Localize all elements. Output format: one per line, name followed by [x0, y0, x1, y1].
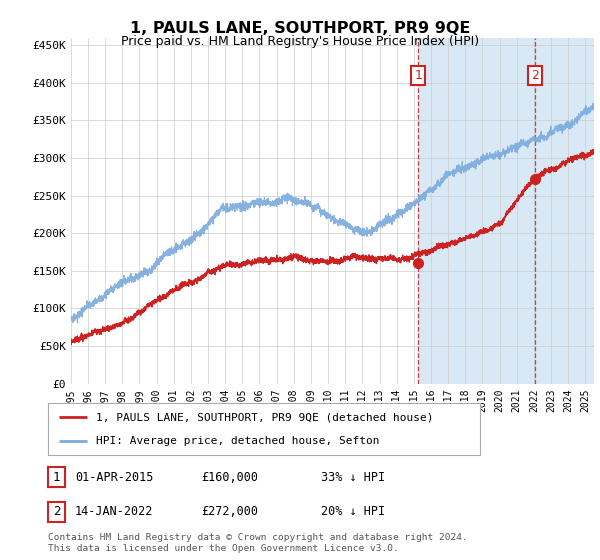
Text: 1: 1: [53, 470, 60, 484]
Text: Price paid vs. HM Land Registry's House Price Index (HPI): Price paid vs. HM Land Registry's House …: [121, 35, 479, 48]
Text: 01-APR-2015: 01-APR-2015: [75, 470, 154, 484]
Bar: [418, 38, 594, 384]
Text: 33% ↓ HPI: 33% ↓ HPI: [321, 470, 385, 484]
Text: 1, PAULS LANE, SOUTHPORT, PR9 9QE (detached house): 1, PAULS LANE, SOUTHPORT, PR9 9QE (detac…: [95, 412, 433, 422]
Text: 14-JAN-2022: 14-JAN-2022: [75, 505, 154, 519]
Text: 20% ↓ HPI: 20% ↓ HPI: [321, 505, 385, 519]
Text: £160,000: £160,000: [201, 470, 258, 484]
Text: 1: 1: [414, 69, 422, 82]
Text: 2: 2: [53, 505, 60, 519]
Text: £272,000: £272,000: [201, 505, 258, 519]
Text: Contains HM Land Registry data © Crown copyright and database right 2024.
This d: Contains HM Land Registry data © Crown c…: [48, 533, 468, 553]
Text: 2: 2: [531, 69, 539, 82]
Text: 1, PAULS LANE, SOUTHPORT, PR9 9QE: 1, PAULS LANE, SOUTHPORT, PR9 9QE: [130, 21, 470, 36]
Text: HPI: Average price, detached house, Sefton: HPI: Average price, detached house, Seft…: [95, 436, 379, 446]
